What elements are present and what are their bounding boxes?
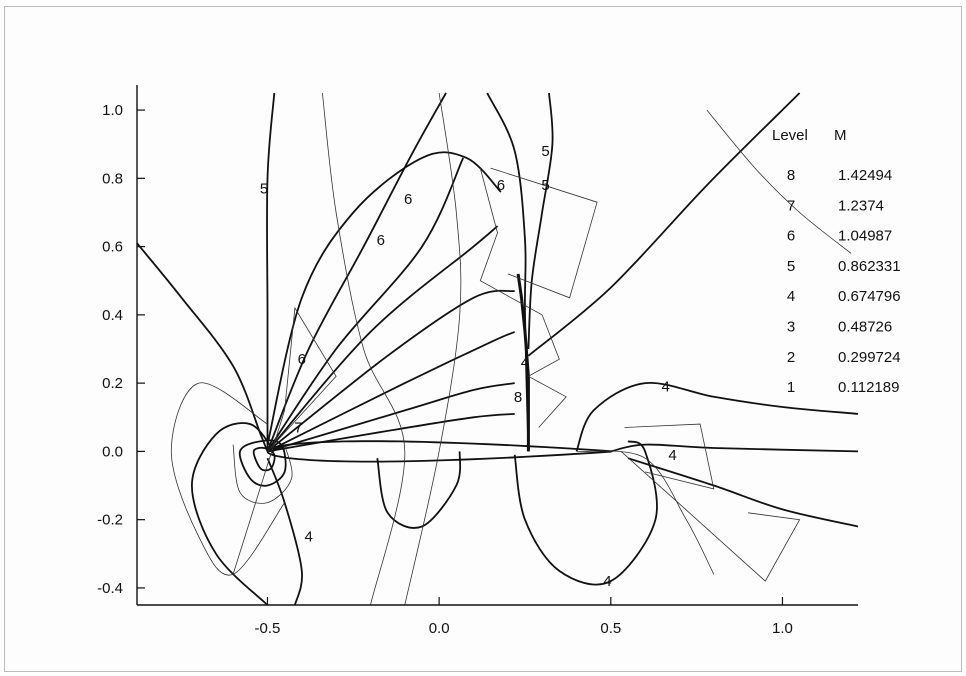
legend-level: 5 — [787, 258, 795, 275]
y-tick-label: 0.6 — [102, 239, 123, 256]
mesh-line — [170, 382, 285, 576]
contour-level-label: 4 — [603, 573, 611, 590]
y-tick-label: 0.4 — [102, 307, 123, 324]
contour-labels: 5 6 6 6 7 6 5 5 4 8 4 4 4 4 — [260, 143, 677, 590]
legend-mach-value: 0.48726 — [838, 319, 892, 336]
legend-level: 4 — [787, 288, 795, 305]
axes: -0.5 0.0 0.5 1.0 1.0 0.8 0.6 0.4 0.2 0.0 -0.2 -0.4 — [97, 85, 858, 637]
y-tick-label: 0.2 — [102, 375, 123, 392]
contour-level-label: 4 — [304, 529, 312, 546]
contour-lines — [136, 92, 859, 606]
contour-line — [266, 457, 303, 606]
x-tick-label: 0.0 — [429, 620, 450, 637]
legend-header-level: Level — [772, 127, 808, 144]
contour-level-label: 7 — [294, 420, 302, 437]
legend-mach-value: 0.674796 — [838, 288, 901, 305]
legend-level: 1 — [787, 379, 795, 396]
mesh-line — [706, 109, 852, 254]
contour-level-label: 6 — [497, 177, 505, 194]
mesh-line — [490, 167, 598, 299]
contour-line — [267, 382, 515, 453]
legend-mach-value: 0.112189 — [838, 379, 899, 396]
contour-line — [610, 443, 859, 453]
contour-level-label: 8 — [514, 389, 522, 406]
legend: Level M 8 1.42494 7 1.2374 6 1.04987 5 0.862331 4 0… — [772, 127, 901, 396]
legend-level: 3 — [787, 319, 795, 336]
legend-mach-value: 1.42494 — [838, 167, 892, 184]
contour-line — [232, 444, 293, 504]
x-tick-label: -0.5 — [255, 620, 281, 637]
contour-line — [627, 457, 859, 528]
contour-level-label: 4 — [521, 355, 529, 372]
contour-line — [376, 451, 462, 529]
legend-header-m: M — [834, 127, 847, 144]
mesh-line — [404, 92, 462, 606]
legend-mach-value: 0.862331 — [838, 258, 901, 275]
y-tick-label: -0.4 — [97, 580, 123, 597]
contour-line — [267, 331, 516, 453]
figure-frame — [4, 6, 962, 672]
legend-level: 8 — [787, 167, 795, 184]
legend-level: 6 — [787, 228, 795, 245]
x-tick-label: 1.0 — [772, 620, 793, 637]
contour-level-label: 5 — [541, 143, 549, 160]
contour-line — [267, 413, 515, 453]
contour-level-label: 4 — [662, 379, 670, 396]
mesh-line — [232, 306, 337, 575]
x-tick-label: 0.5 — [600, 620, 621, 637]
contour-line — [486, 92, 530, 452]
contour-line — [527, 92, 554, 350]
shock-line — [516, 273, 530, 452]
legend-level: 7 — [787, 197, 795, 214]
contour-line — [190, 422, 276, 606]
contour-line — [266, 157, 465, 452]
contour-line — [513, 440, 658, 586]
contour-level-label: 6 — [298, 351, 306, 368]
legend-mach-value: 0.299724 — [838, 349, 901, 366]
contour-line — [575, 381, 859, 452]
contour-line — [266, 289, 515, 453]
contour-line — [527, 92, 801, 357]
contour-line — [136, 242, 269, 452]
contour-line — [266, 151, 502, 445]
y-tick-label: 1.0 — [102, 102, 123, 119]
contour-line — [266, 225, 499, 452]
contour-line — [266, 92, 276, 452]
legend-mach-value: 1.2374 — [838, 197, 884, 214]
contour-level-label: 6 — [377, 232, 385, 249]
mesh-line — [479, 167, 567, 428]
contour-line — [252, 446, 276, 472]
y-tick-label: -0.2 — [97, 512, 123, 529]
y-tick-label: 0.8 — [102, 170, 123, 187]
contour-level-label: 4 — [668, 447, 676, 464]
mesh-line — [620, 451, 801, 582]
mesh-line — [624, 423, 715, 490]
y-tick-label: 0.0 — [102, 443, 123, 460]
legend-mach-value: 1.04987 — [838, 228, 892, 245]
legend-level: 2 — [787, 349, 795, 366]
mesh-line — [576, 450, 715, 575]
contour-level-label: 5 — [541, 177, 549, 194]
mesh-line — [322, 92, 406, 606]
contour-level-label: 5 — [260, 181, 268, 198]
contour-line — [266, 92, 447, 452]
contour-line — [238, 439, 287, 487]
contour-level-label: 6 — [404, 191, 412, 208]
